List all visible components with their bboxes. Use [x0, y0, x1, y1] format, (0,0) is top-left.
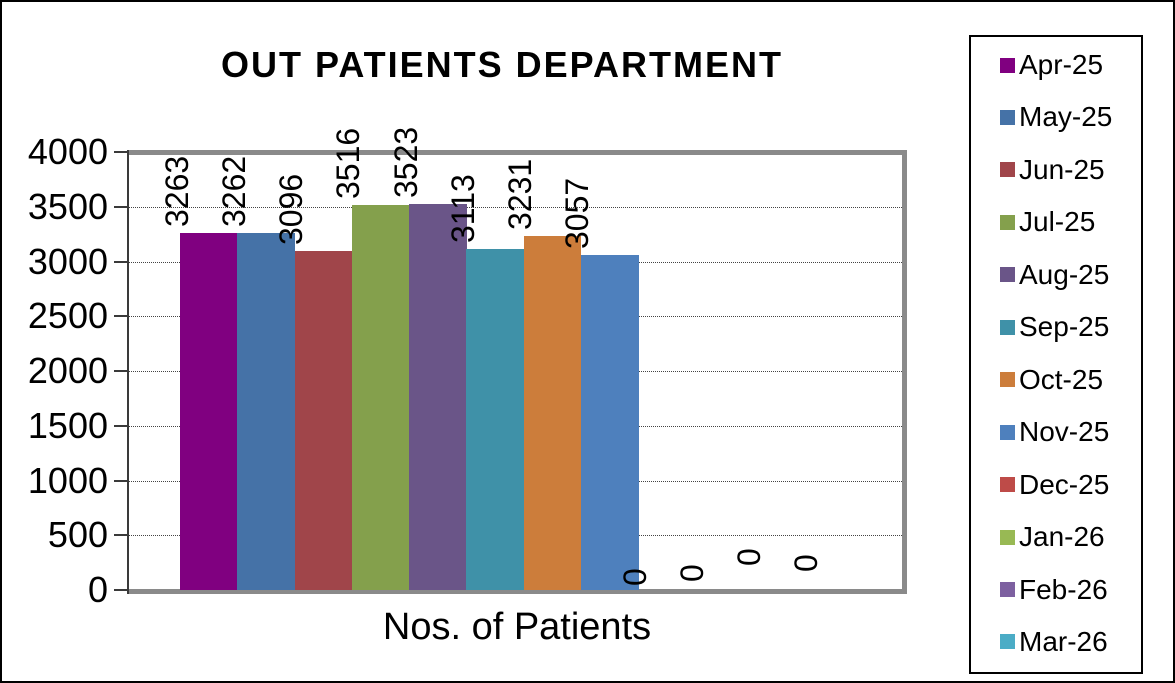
bar-label-sep-25: 3113	[444, 174, 481, 244]
legend-swatch-nov-25	[1000, 424, 1015, 440]
bar-sep-25	[466, 249, 524, 590]
legend-swatch-jul-25	[1000, 214, 1015, 230]
y-tick-3500	[114, 206, 128, 208]
y-tick-2500	[114, 315, 128, 317]
bar-label-dec-25: 0	[616, 568, 653, 586]
legend-item-oct-25: Oct-25	[1000, 363, 1135, 395]
legend-item-jun-25: Jun-25	[1000, 153, 1135, 185]
legend-swatch-feb-26	[1000, 582, 1015, 598]
y-tick-label-3000: 3000	[27, 241, 108, 282]
bar-label-oct-25: 3231	[502, 159, 539, 231]
x-axis-label: Nos. of Patients	[382, 606, 652, 648]
bar-label-nov-25: 3057	[559, 178, 596, 250]
legend-item-jul-25: Jul-25	[1000, 207, 1135, 237]
legend-label-feb-26: Feb-26	[1019, 573, 1108, 605]
y-tick-500	[114, 534, 128, 536]
legend-swatch-apr-25	[1000, 57, 1015, 73]
legend-item-dec-25: Dec-25	[1000, 468, 1135, 500]
y-axis-line	[127, 150, 129, 594]
legend-swatch-mar-26	[1000, 634, 1015, 650]
legend-label-jun-25: Jun-25	[1019, 153, 1105, 185]
y-tick-2000	[114, 370, 128, 372]
y-tick-1000	[114, 480, 128, 482]
legend-swatch-sep-25	[1000, 319, 1015, 335]
y-tick-label-4000: 4000	[27, 131, 108, 172]
legend-item-sep-25: Sep-25	[1000, 312, 1135, 342]
legend-label-jan-26: Jan-26	[1019, 521, 1105, 553]
legend-label-mar-26: Mar-26	[1019, 625, 1108, 657]
legend-swatch-jun-25	[1000, 162, 1015, 178]
bar-oct-25	[523, 236, 582, 590]
y-tick-label-2000: 2000	[27, 350, 108, 391]
bar-label-jul-25: 3516	[330, 127, 367, 199]
bar-nov-25	[580, 255, 639, 590]
bar-apr-25	[180, 232, 238, 590]
y-tick-label-1000: 1000	[27, 460, 108, 501]
bar-jul-25	[351, 204, 410, 590]
bar-label-jan-26: 0	[673, 564, 710, 582]
legend-swatch-aug-25	[1000, 267, 1015, 283]
bar-aug-25	[409, 204, 467, 590]
legend-label-dec-25: Dec-25	[1019, 468, 1110, 500]
bar-label-may-25: 3262	[215, 155, 252, 227]
y-tick-label-0: 0	[87, 569, 108, 610]
y-tick-label-500: 500	[47, 514, 108, 555]
bar-jun-25	[294, 250, 353, 590]
legend-item-aug-25: Aug-25	[1000, 258, 1135, 290]
bar-label-mar-26: 0	[788, 554, 825, 572]
legend-swatch-jan-26	[1000, 529, 1015, 545]
legend-label-may-25: May-25	[1019, 101, 1113, 133]
legend-label-oct-25: Oct-25	[1019, 363, 1104, 395]
legend-item-feb-26: Feb-26	[1000, 573, 1135, 605]
y-tick-label-2500: 2500	[27, 295, 108, 336]
legend-label-sep-25: Sep-25	[1019, 311, 1110, 343]
y-tick-4000	[114, 151, 128, 153]
legend-swatch-may-25	[1000, 109, 1015, 125]
legend-item-nov-25: Nov-25	[1000, 417, 1135, 447]
legend-item-apr-25: Apr-25	[1000, 50, 1135, 80]
y-tick-label-3500: 3500	[27, 186, 108, 227]
bar-label-apr-25: 3263	[158, 155, 195, 227]
legend-item-mar-26: Mar-26	[1000, 625, 1135, 657]
legend-swatch-dec-25	[1000, 477, 1015, 493]
bar-label-feb-26: 0	[731, 548, 768, 566]
bar-may-25	[237, 232, 295, 590]
legend-item-may-25: May-25	[1000, 102, 1135, 132]
y-tick-0	[114, 589, 128, 591]
legend: Apr-25 May-25 Jun-25 Jul-25 Aug-25 Sep-25 Oct-…	[969, 35, 1143, 674]
y-tick-1500	[114, 425, 128, 427]
legend-swatch-oct-25	[1000, 372, 1015, 388]
gridline-3500	[129, 207, 902, 208]
legend-label-nov-25: Nov-25	[1019, 416, 1110, 448]
legend-label-aug-25: Aug-25	[1019, 258, 1110, 290]
legend-label-jul-25: Jul-25	[1019, 206, 1096, 238]
legend-item-jan-26: Jan-26	[1000, 522, 1135, 552]
y-tick-label-1500: 1500	[27, 405, 108, 446]
chart-title: OUT PATIENTS DEPARTMENT	[221, 44, 783, 85]
legend-label-apr-25: Apr-25	[1019, 49, 1104, 80]
bar-label-jun-25: 3096	[273, 173, 310, 245]
bar-label-aug-25: 3523	[387, 127, 424, 199]
y-tick-3000	[114, 261, 128, 263]
